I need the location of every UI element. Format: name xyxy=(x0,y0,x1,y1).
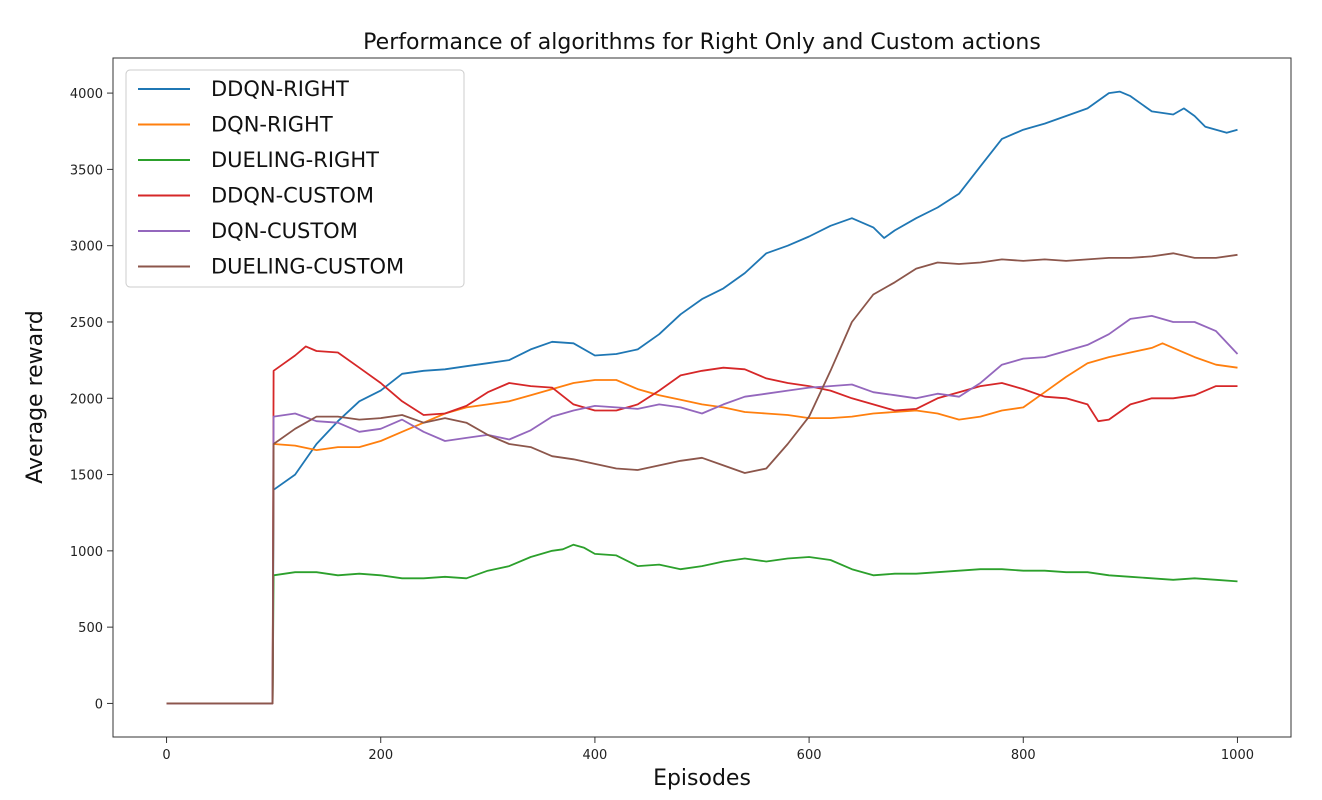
x-axis-label: Episodes xyxy=(653,766,751,791)
x-tick-label: 400 xyxy=(582,748,607,763)
y-tick-label: 1500 xyxy=(70,469,103,484)
legend-items: DDQN-RIGHT DQN-RIGHT DUELING-RIGHT DDQN-CUS… xyxy=(138,77,404,279)
y-tick-label: 2000 xyxy=(70,392,103,407)
x-axis-ticks: 0 200 400 600 800 1000 xyxy=(162,737,1254,763)
legend-label: DDQN-CUSTOM xyxy=(211,184,374,208)
legend-box xyxy=(125,69,465,288)
y-axis-label: Average reward xyxy=(23,310,48,484)
x-tick-label: 1000 xyxy=(1221,748,1254,763)
x-tick-label: 0 xyxy=(162,748,170,763)
y-tick-label: 4000 xyxy=(70,87,103,102)
y-tick-label: 2500 xyxy=(70,316,103,331)
y-tick-label: 3000 xyxy=(70,240,103,255)
series-line-ddqn-custom xyxy=(166,345,1238,705)
y-axis-ticks: 0 500 1000 1500 2000 2500 3000 3500 4000 xyxy=(70,87,113,712)
legend-label: DQN-CUSTOM xyxy=(211,219,358,243)
series-line-ddqn-right xyxy=(166,90,1238,705)
series-line-dqn-right xyxy=(166,342,1238,705)
x-tick-label: 800 xyxy=(1011,748,1036,763)
legend-label: DDQN-RIGHT xyxy=(211,77,349,101)
legend-label: DUELING-CUSTOM xyxy=(211,255,404,279)
series-line-dueling-custom xyxy=(166,252,1238,705)
x-tick-label: 600 xyxy=(797,748,822,763)
y-tick-label: 500 xyxy=(78,621,103,636)
plot-area xyxy=(112,57,1292,738)
series-layer xyxy=(166,90,1239,705)
legend-label: DUELING-RIGHT xyxy=(211,148,379,172)
chart-title: Performance of algorithms for Right Only… xyxy=(363,30,1041,55)
y-tick-label: 3500 xyxy=(70,163,103,178)
y-tick-label: 0 xyxy=(95,697,103,712)
legend: DDQN-RIGHT DQN-RIGHT DUELING-RIGHT DDQN-CUS… xyxy=(125,69,465,288)
legend-label: DQN-RIGHT xyxy=(211,113,333,137)
series-line-dqn-custom xyxy=(166,315,1239,705)
x-tick-label: 200 xyxy=(368,748,393,763)
plot-frame xyxy=(112,57,1292,738)
series-line-dueling-right xyxy=(166,543,1238,705)
y-tick-label: 1000 xyxy=(70,545,103,560)
